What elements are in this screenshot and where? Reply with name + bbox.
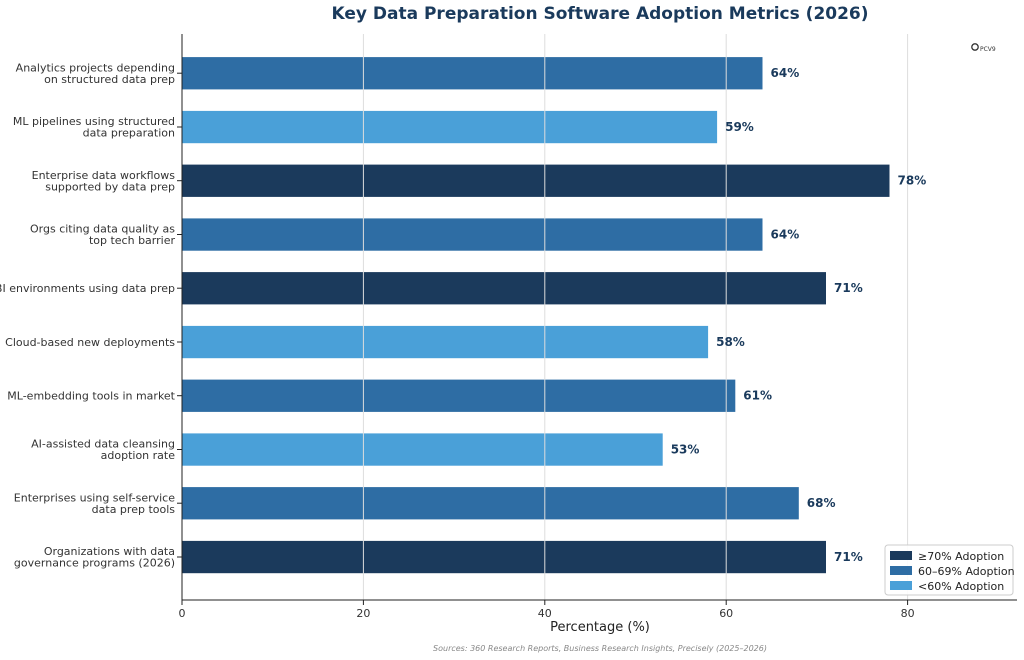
bar-value-label: 71% [834, 550, 863, 564]
bar-value-label: 78% [898, 174, 927, 188]
bar-value-label: 64% [771, 66, 800, 80]
logo: PCV9 [971, 43, 996, 53]
category-label: ML-embedding tools in market [7, 390, 175, 403]
source-note: Sources: 360 Research Reports, Business … [433, 644, 767, 653]
logo-mark-icon [971, 43, 979, 51]
x-tick-label: 20 [356, 607, 370, 620]
bar [182, 218, 763, 251]
legend-swatch [890, 566, 912, 575]
logo-text: PCV9 [980, 46, 996, 53]
x-axis-label: Percentage (%) [550, 620, 650, 635]
bar [182, 433, 663, 466]
value-labels: 64% 59% 78% 64% 71% 58% 61% 53% 68% 71% [671, 66, 927, 564]
bars [182, 57, 890, 574]
bar [182, 164, 890, 197]
legend-label: ≥70% Adoption [918, 550, 1004, 563]
chart-title: Key Data Preparation Software Adoption M… [331, 4, 868, 24]
category-label: BI environments using data prep [0, 282, 175, 295]
bar-value-label: 71% [834, 281, 863, 295]
category-labels: Analytics projects depending on structure… [0, 62, 182, 570]
legend: ≥70% Adoption 60–69% Adoption <60% Adoptio… [884, 544, 1015, 596]
category-label: Organizations with data governance progra… [14, 545, 175, 570]
category-label: Analytics projects depending on structure… [16, 62, 175, 87]
x-tick-label: 80 [901, 607, 915, 620]
bar [182, 379, 736, 412]
bar-value-label: 61% [743, 389, 772, 403]
bar-value-label: 68% [807, 496, 836, 510]
category-label: Orgs citing data quality as top tech barr… [30, 223, 175, 248]
x-tick-label: 60 [719, 607, 733, 620]
bar [182, 487, 799, 520]
grid-lines [362, 34, 909, 600]
bar-value-label: 53% [671, 443, 700, 457]
category-label: Cloud-based new deployments [5, 336, 175, 349]
bar-value-label: 58% [716, 335, 745, 349]
bar [182, 110, 718, 144]
category-label: ML pipelines using structured data prepar… [13, 115, 175, 140]
bar [182, 272, 826, 305]
bar [182, 540, 826, 574]
x-tick-label: 0 [179, 607, 186, 620]
legend-box [884, 544, 1014, 596]
bar-value-label: 59% [725, 120, 754, 134]
category-label: Enterprise data workflows supported by da… [32, 169, 176, 194]
x-tick-label: 40 [538, 607, 552, 620]
legend-label: 60–69% Adoption [918, 565, 1015, 578]
x-axis-ticks: 0 20 40 60 80 [179, 600, 915, 620]
bar [182, 57, 763, 90]
category-label: Enterprises using self-service data prep … [14, 492, 175, 517]
legend-swatch [890, 581, 912, 590]
bar [182, 325, 709, 359]
legend-label: <60% Adoption [918, 580, 1004, 593]
category-label: AI-assisted data cleansing adoption rate [31, 438, 175, 463]
legend-swatch [890, 551, 912, 560]
bar-value-label: 64% [771, 228, 800, 242]
